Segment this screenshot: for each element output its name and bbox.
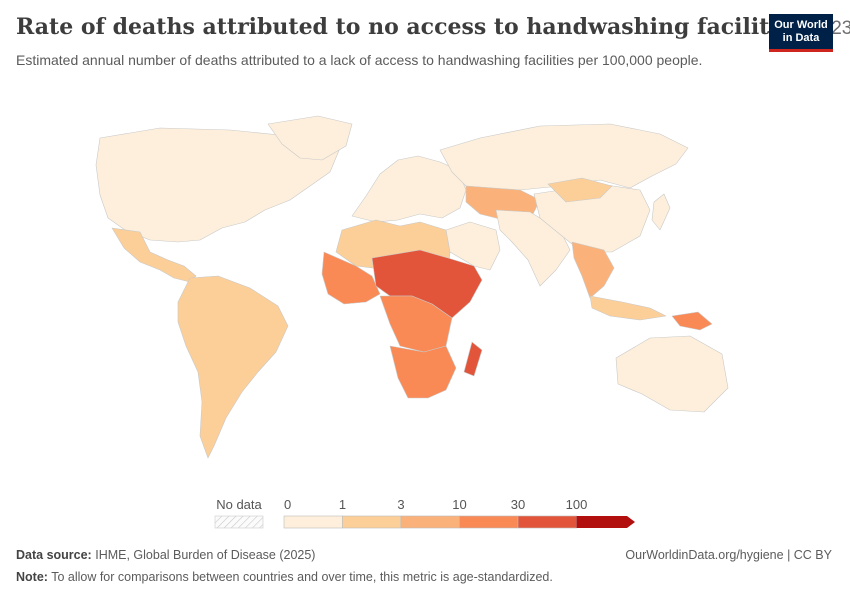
title-text: Rate of deaths attributed to no access t…	[16, 14, 805, 40]
data-source: Data source: IHME, Global Burden of Dise…	[16, 548, 315, 562]
country-region[interactable]: Sahel	[371, 249, 483, 319]
owid-logo[interactable]: Our World in Data	[769, 14, 833, 52]
country-region[interactable]: Japan	[651, 193, 671, 231]
country-region[interactable]: Greenland	[267, 115, 353, 161]
legend-tick-label: 100	[566, 497, 588, 512]
world-map[interactable]: North America Greenland Central America …	[0, 90, 850, 490]
country-region[interactable]: China	[533, 183, 651, 253]
country-region[interactable]: Russia	[439, 123, 689, 191]
country-region[interactable]: Middle East	[445, 221, 501, 271]
country-region[interactable]: Mongolia	[547, 177, 613, 203]
country-region[interactable]: West Africa	[321, 251, 381, 305]
legend-tick-label: 10	[452, 497, 466, 512]
legend-tick-label: 3	[397, 497, 404, 512]
country-region[interactable]: Australia	[615, 335, 729, 413]
country-region[interactable]: Papua New Guinea	[671, 311, 713, 331]
legend-no-data-swatch	[214, 515, 264, 529]
note-label: Note:	[16, 570, 48, 584]
legend-swatch	[342, 515, 402, 529]
legend-no-data-label: No data	[216, 497, 262, 512]
country-region[interactable]: Southern Africa	[389, 345, 457, 399]
map-legend: No data 0 1 3 10 30 100	[214, 497, 635, 529]
legend-swatch	[283, 515, 343, 529]
country-region[interactable]: Southeast Asia	[571, 241, 615, 299]
legend-tick-label: 0	[284, 497, 291, 512]
legend-tick-label: 1	[339, 497, 346, 512]
chart-subtitle: Estimated annual number of deaths attrib…	[16, 52, 703, 68]
source-text[interactable]: IHME, Global Burden of Disease (2025)	[95, 548, 316, 562]
chart-note: Note: To allow for comparisons between c…	[16, 570, 553, 584]
legend-swatch	[459, 515, 519, 529]
legend-swatch	[517, 515, 577, 529]
source-url[interactable]: OurWorldinData.org/hygiene | CC BY	[625, 548, 832, 562]
logo-line-2: in Data	[782, 32, 820, 44]
country-region[interactable]: Indonesia	[589, 295, 667, 321]
legend-swatch-max	[576, 516, 635, 528]
chart-title: Rate of deaths attributed to no access t…	[16, 14, 850, 40]
country-region[interactable]: South America	[177, 275, 289, 459]
logo-line-1: Our World	[774, 19, 828, 31]
legend-swatch	[400, 515, 460, 529]
source-label: Data source:	[16, 548, 92, 562]
country-region[interactable]: Madagascar	[463, 341, 483, 377]
legend-tick-label: 30	[511, 497, 525, 512]
note-text: To allow for comparisons between countri…	[51, 570, 553, 584]
